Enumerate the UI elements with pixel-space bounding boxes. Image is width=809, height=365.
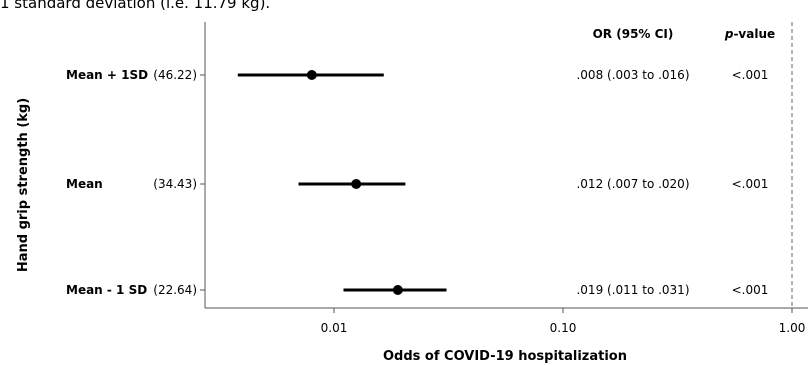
or-ci-text: .019 (.011 to .031): [576, 283, 689, 297]
row-label: Mean + 1SD: [66, 68, 148, 82]
row-value: (34.43): [153, 177, 197, 191]
row-value: (22.64): [153, 283, 197, 297]
row-value: (46.22): [153, 68, 197, 82]
x-tick-label: 1.00: [779, 321, 806, 335]
row-label: Mean - 1 SD: [66, 283, 147, 297]
marks: [237, 70, 447, 295]
p-value-text: <.001: [732, 283, 769, 297]
point-estimate: [392, 285, 403, 295]
p-value-text: <.001: [732, 177, 769, 191]
y-axis-title: Hand grip strength (kg): [16, 98, 31, 272]
or-ci-text: .012 (.007 to .020): [576, 177, 689, 191]
caption-fragment: 1 standard deviation (i.e. 11.79 kg).: [0, 0, 271, 12]
axes: [200, 22, 808, 313]
or-ci-text: .008 (.003 to .016): [576, 68, 689, 82]
p-value-column-header: p-value: [724, 27, 775, 41]
point-estimate: [306, 70, 317, 80]
or-column-header: OR (95% CI): [593, 27, 674, 41]
point-estimate: [351, 179, 362, 189]
p-value-text: <.001: [732, 68, 769, 82]
labels: 0.01 0.10 1.00 Odds of COVID-19 hospitaliza…: [16, 27, 805, 364]
row-label: Mean: [66, 177, 103, 191]
x-axis-title: Odds of COVID-19 hospitalization: [383, 349, 627, 364]
x-tick-label: 0.10: [550, 321, 577, 335]
x-tick-label: 0.01: [321, 321, 348, 335]
